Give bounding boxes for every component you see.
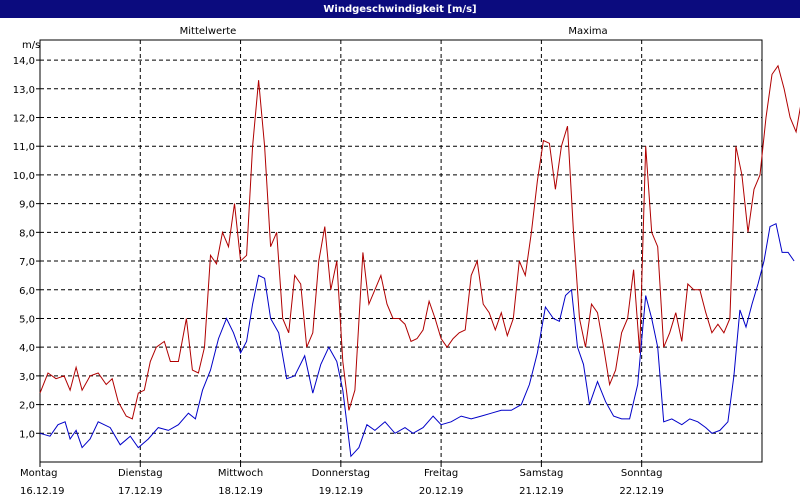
y-tick-label: 5,0 xyxy=(19,314,35,325)
grid xyxy=(36,40,762,467)
x-tick-day: Sonntag xyxy=(621,468,663,479)
x-tick-date: 19.12.19 xyxy=(319,486,364,497)
y-tick-label: 3,0 xyxy=(19,372,35,383)
plot-border xyxy=(39,39,763,463)
y-tick-label: 7,0 xyxy=(19,257,35,268)
x-tick-date: 16.12.19 xyxy=(20,486,65,497)
x-tick-labels: Montag 16.12.19 Dienstag 17.12.19 Mittwoch 18… xyxy=(20,468,664,497)
x-tick-day: Montag xyxy=(20,468,57,479)
y-tick-label: 1,0 xyxy=(19,429,35,440)
legend-maxima: Maxima xyxy=(568,26,607,37)
series-lines xyxy=(39,64,800,458)
y-tick-label: 4,0 xyxy=(19,343,35,354)
x-tick-date: 17.12.19 xyxy=(118,486,163,497)
y-tick-label: 10,0 xyxy=(13,171,35,182)
y-tick-labels: 1,0 2,0 3,0 4,0 5,0 6,0 7,0 8,0 9,0 10,0 11,0 12,0 1… xyxy=(13,56,35,440)
y-tick-label: 12,0 xyxy=(13,114,35,125)
y-tick-label: 11,0 xyxy=(13,142,35,153)
series-line-mittelwerte xyxy=(39,222,795,458)
x-tick-day: Mittwoch xyxy=(218,468,263,479)
x-tick-day: Donnerstag xyxy=(312,468,370,479)
x-tick-date: 21.12.19 xyxy=(519,486,564,497)
x-tick-date: 22.12.19 xyxy=(619,486,664,497)
y-tick-label: 8,0 xyxy=(19,228,35,239)
legend-mittelwerte: Mittelwerte xyxy=(180,26,237,37)
x-tick-day: Dienstag xyxy=(118,468,163,479)
y-tick-label: 6,0 xyxy=(19,286,35,297)
y-tick-label: 13,0 xyxy=(13,85,35,96)
x-tick-day: Samstag xyxy=(519,468,563,479)
y-axis-unit: m/s xyxy=(22,40,40,51)
x-tick-day: Freitag xyxy=(424,468,458,479)
window-title: Windgeschwindigkeit [m/s] xyxy=(0,0,800,18)
series-line-maxima xyxy=(39,64,800,420)
y-tick-label: 14,0 xyxy=(13,56,35,67)
x-tick-date: 20.12.19 xyxy=(419,486,464,497)
x-tick-date: 18.12.19 xyxy=(218,486,263,497)
y-tick-label: 9,0 xyxy=(19,200,35,211)
y-tick-label: 2,0 xyxy=(19,401,35,412)
